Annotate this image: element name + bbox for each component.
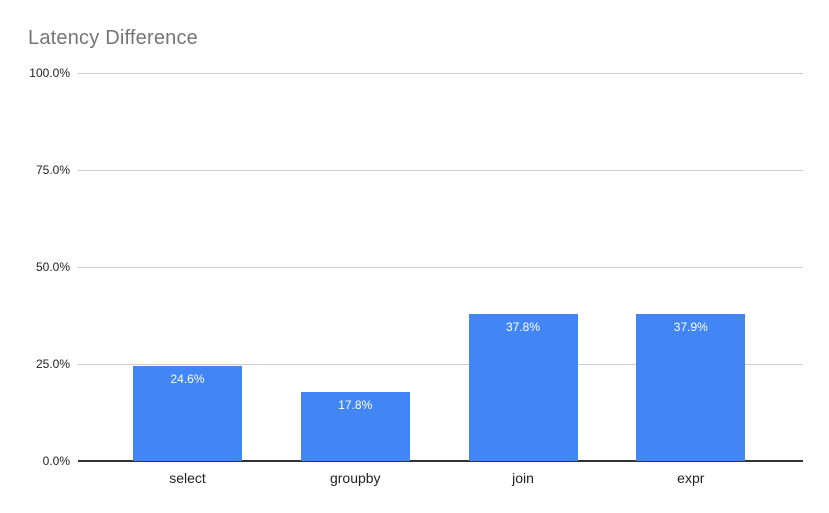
bar-value-label: 24.6% [170, 371, 205, 386]
bar-select: 24.6% [132, 365, 242, 461]
y-tick-label: 75.0% [35, 163, 70, 177]
x-category-label-join: join [512, 470, 534, 486]
y-gridline [78, 170, 803, 171]
y-tick-label: 0.0% [42, 454, 70, 468]
y-gridline [78, 73, 803, 74]
bar-join: 37.8% [468, 314, 578, 461]
y-tick-label: 50.0% [35, 260, 70, 274]
bar-value-label: 17.8% [338, 397, 373, 412]
chart-title: Latency Difference [28, 27, 198, 49]
bar-expr: 37.9% [636, 313, 746, 461]
y-tick-label: 100.0% [29, 66, 70, 80]
y-gridline [78, 267, 803, 268]
bar-groupby: 17.8% [300, 391, 410, 461]
x-axis-baseline [78, 460, 803, 462]
y-tick-label: 25.0% [35, 357, 70, 371]
y-gridline [78, 364, 803, 365]
bar-value-label: 37.8% [506, 320, 541, 335]
bar-value-label: 37.9% [673, 319, 708, 334]
x-category-label-expr: expr [677, 470, 705, 486]
x-category-label-groupby: groupby [329, 470, 381, 486]
x-category-label-select: select [169, 470, 206, 486]
